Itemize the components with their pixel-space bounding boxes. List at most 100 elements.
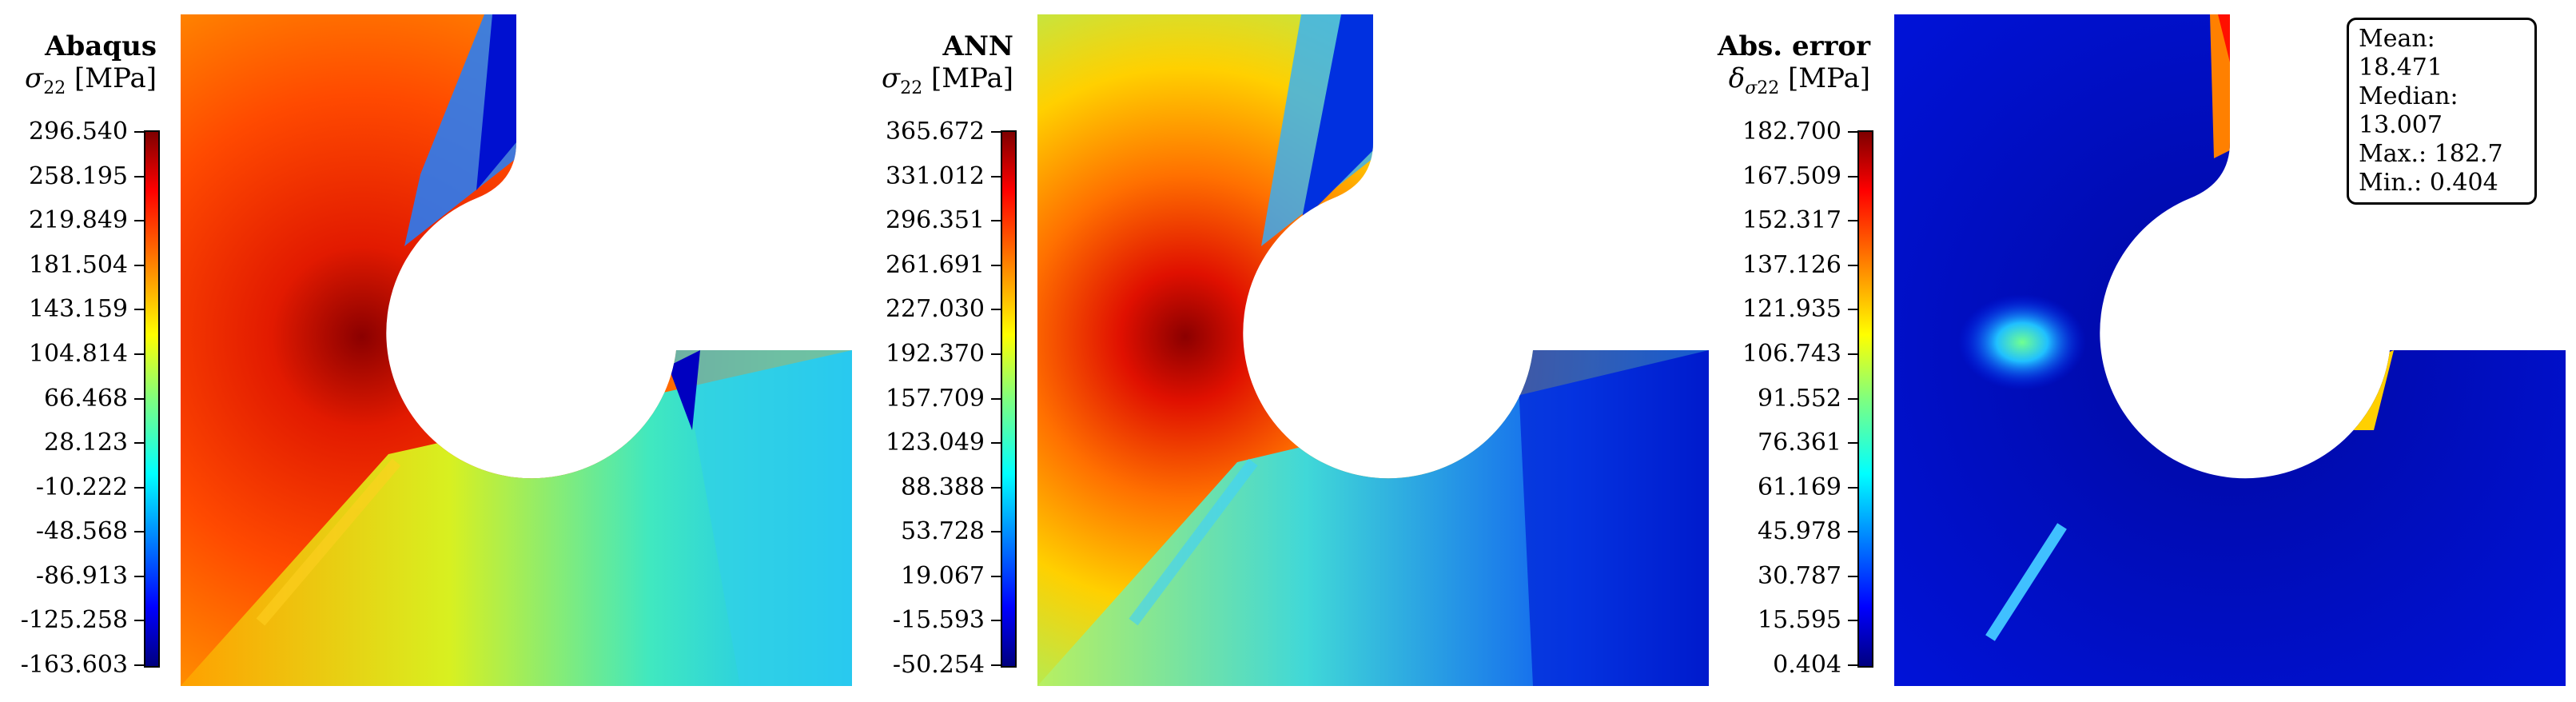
colorbar-tick-label: -163.603 — [20, 651, 128, 679]
colorbar-tick-label: -48.568 — [35, 517, 128, 546]
colorbar-tick-mark — [134, 575, 144, 577]
colorbar-tick-mark — [991, 264, 1001, 266]
colorbar-tick-mark — [1848, 442, 1857, 445]
colorbar-tick-mark — [1848, 575, 1857, 577]
title-text: Abs. error — [1717, 30, 1870, 62]
colorbar-tick-label: -86.913 — [35, 561, 128, 590]
colorbar-tick-mark — [1848, 664, 1857, 666]
colorbar-tick-label: 28.123 — [44, 429, 128, 457]
quantity-label: δσ22 [MPa] — [1728, 62, 1870, 98]
colorbar-tick-label: 30.787 — [1758, 561, 1841, 590]
colorbar-tick-label: 45.978 — [1758, 517, 1841, 546]
quantity-label: σ22 [MPa] — [882, 62, 1013, 98]
colorbar-tick-label: 152.317 — [1742, 206, 1841, 235]
colorbar-tick-mark — [991, 531, 1001, 533]
colorbar-tick-label: 258.195 — [28, 162, 128, 190]
colorbar-tick-mark — [991, 309, 1001, 311]
colorbar-tick-mark — [134, 397, 144, 400]
colorbar-tick-mark — [991, 486, 1001, 489]
colorbar-tick-mark — [1848, 131, 1857, 133]
colorbar-tick-mark — [991, 620, 1001, 622]
colorbar-tick-label: 181.504 — [28, 250, 128, 279]
colorbar-tick-label: 296.351 — [885, 206, 985, 235]
title-text: Abaqus — [45, 30, 157, 62]
colorbar-tick-label: 61.169 — [1758, 473, 1841, 501]
colorbar-tick-mark — [991, 442, 1001, 445]
colorbar — [1857, 130, 1873, 668]
colorbar-tick-mark — [991, 220, 1001, 222]
colorbar-tick-label: 157.709 — [885, 384, 985, 413]
colorbar-tick-label: 296.540 — [28, 118, 128, 146]
colorbar-tick-mark — [991, 575, 1001, 577]
colorbar-tick-mark — [134, 220, 144, 222]
colorbar-tick-mark — [134, 486, 144, 489]
colorbar-tick-label: -125.258 — [20, 606, 128, 635]
stat-mean: Mean: 18.471 — [2359, 25, 2443, 82]
colorbar-tick-label: 192.370 — [885, 339, 985, 368]
colorbar-tick-mark — [991, 131, 1001, 133]
colorbar-tick-mark — [134, 175, 144, 177]
colorbar-tick-mark — [991, 397, 1001, 400]
colorbar-tick-mark — [134, 620, 144, 622]
colorbar-tick-label: 365.672 — [885, 118, 985, 146]
colorbar-tick-mark — [1848, 353, 1857, 355]
colorbar-tick-mark — [991, 353, 1001, 355]
panel-title: Abs. error δσ22 [MPa] — [1714, 30, 1870, 105]
stats-box: Mean: 18.471 Median: 13.007 Max.: 182.7 … — [2347, 18, 2537, 205]
colorbar-tick-mark — [134, 664, 144, 666]
title-text: ANN — [942, 30, 1013, 62]
stat-max: Max.: 182.7 — [2359, 140, 2503, 168]
colorbar-tick-label: 167.509 — [1742, 162, 1841, 190]
panel-abaqus: Abaqus σ22 [MPa] 296.540 258.195 219.849 18… — [0, 0, 855, 702]
colorbar-tick-mark — [1848, 264, 1857, 266]
panel-title: Abaqus σ22 [MPa] — [0, 30, 157, 105]
quantity-label: σ22 [MPa] — [25, 62, 157, 98]
colorbar-tick-mark — [991, 175, 1001, 177]
colorbar-tick-label: 76.361 — [1758, 429, 1841, 457]
colorbar-tick-mark — [1848, 531, 1857, 533]
colorbar-tick-mark — [134, 353, 144, 355]
colorbar-tick-mark — [1848, 397, 1857, 400]
colorbar-tick-mark — [1848, 220, 1857, 222]
colorbar-tick-label: 143.159 — [28, 295, 128, 324]
stat-median: Median: 13.007 — [2359, 82, 2459, 139]
colorbar-tick-label: 137.126 — [1742, 250, 1841, 279]
colorbar-tick-label: 106.743 — [1742, 339, 1841, 368]
colorbar-tick-label: 331.012 — [885, 162, 985, 190]
colorbar-tick-mark — [134, 264, 144, 266]
panel-title: ANN σ22 [MPa] — [857, 30, 1013, 105]
colorbar-tick-mark — [991, 664, 1001, 666]
colorbar-tick-mark — [134, 531, 144, 533]
colorbar-tick-label: 182.700 — [1742, 118, 1841, 146]
colorbar-tick-mark — [134, 442, 144, 445]
stress-field — [1037, 14, 1709, 686]
colorbar-tick-label: 0.404 — [1773, 651, 1841, 679]
colorbar-tick-mark — [134, 309, 144, 311]
colorbar-tick-label: -15.593 — [892, 606, 985, 635]
colorbar-tick-label: 121.935 — [1742, 295, 1841, 324]
colorbar-tick-label: 219.849 — [28, 206, 128, 235]
colorbar-tick-label: 123.049 — [885, 429, 985, 457]
colorbar-tick-label: 66.468 — [44, 384, 128, 413]
colorbar-tick-label: 53.728 — [901, 517, 985, 546]
colorbar-tick-mark — [134, 131, 144, 133]
colorbar-tick-mark — [1848, 175, 1857, 177]
panel-ann: ANN σ22 [MPa] 365.672 331.012 296.351 261.6… — [857, 0, 1712, 702]
panel-error: Abs. error δσ22 [MPa] 182.700 167.509 152.… — [1714, 0, 2576, 702]
stat-min: Min.: 0.404 — [2359, 169, 2498, 197]
stress-field — [181, 14, 852, 686]
colorbar-tick-label: 227.030 — [885, 295, 985, 324]
colorbar-tick-label: 15.595 — [1758, 606, 1841, 635]
colorbar-tick-label: 104.814 — [28, 339, 128, 368]
colorbar-tick-label: 88.388 — [901, 473, 985, 501]
colorbar-tick-label: -50.254 — [892, 651, 985, 679]
colorbar-tick-label: -10.222 — [35, 473, 128, 501]
colorbar-tick-mark — [1848, 486, 1857, 489]
colorbar — [144, 130, 160, 668]
colorbar-tick-label: 261.691 — [885, 250, 985, 279]
colorbar-tick-label: 91.552 — [1758, 384, 1841, 413]
colorbar — [1001, 130, 1017, 668]
colorbar-tick-label: 19.067 — [901, 561, 985, 590]
colorbar-tick-mark — [1848, 620, 1857, 622]
colorbar-tick-mark — [1848, 309, 1857, 311]
